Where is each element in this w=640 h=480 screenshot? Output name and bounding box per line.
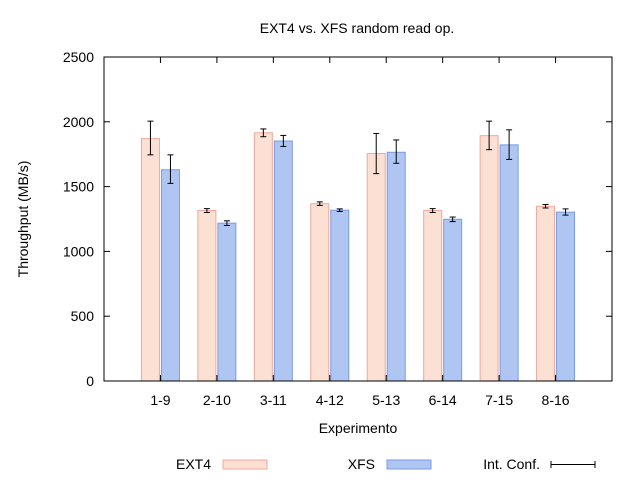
error-bars-layer (147, 120, 569, 226)
bar-xfs-8-16 (556, 211, 576, 382)
y-tick-label: 1000 (63, 243, 94, 259)
y-tick-label: 500 (71, 308, 95, 324)
error-bar-xfs-1-9 (167, 154, 174, 184)
bar-ext4-1-9 (140, 138, 160, 382)
bars-layer (140, 132, 576, 382)
error-bar-xfs-2-10 (223, 220, 230, 226)
x-tick-label: 6-14 (429, 392, 457, 408)
y-tick-label: 2000 (63, 114, 94, 130)
bar-xfs-5-13 (386, 151, 406, 382)
error-bar-ext4-8-16 (542, 203, 549, 209)
bar-xfs-4-12 (330, 209, 350, 382)
bar-xfs-1-9 (160, 169, 180, 382)
legend-swatch-xfs (386, 459, 432, 470)
legend-label-xfs: XFS (348, 456, 375, 472)
legend: EXT4 XFS Int. Conf. (176, 456, 596, 472)
y-tick-label: 1500 (63, 179, 94, 195)
x-tick-label: 2-10 (203, 392, 231, 408)
y-tick-label: 2500 (63, 49, 94, 65)
error-bar-ext4-6-14 (429, 208, 436, 214)
chart-title: EXT4 vs. XFS random read op. (260, 20, 455, 36)
error-bar-xfs-3-11 (280, 134, 287, 147)
x-axis: 1-9 2-10 3-11 4-12 5-13 6-14 7-15 8-16 (150, 57, 570, 408)
x-tick-label: 1-9 (150, 392, 170, 408)
bar-ext4-5-13 (366, 153, 386, 382)
error-bar-ext4-7-15 (486, 120, 493, 151)
error-bar-xfs-4-12 (336, 208, 343, 212)
error-bar-ext4-4-12 (316, 201, 323, 206)
bar-xfs-7-15 (499, 144, 519, 382)
error-bar-xfs-5-13 (393, 139, 400, 164)
x-tick-label: 3-11 (260, 392, 287, 408)
x-tick-label: 7-15 (485, 392, 513, 408)
x-tick-label: 8-16 (542, 392, 570, 408)
error-bar-xfs-6-14 (449, 216, 456, 223)
bar-ext4-3-11 (253, 132, 273, 382)
legend-error-icon (550, 461, 596, 468)
x-axis-label: Experimento (319, 420, 398, 436)
error-bar-xfs-7-15 (506, 129, 513, 160)
y-axis: 0 500 1000 1500 2000 2500 (63, 49, 612, 389)
y-tick-label: 0 (86, 373, 94, 389)
bar-xfs-3-11 (273, 140, 293, 382)
error-bar-ext4-1-9 (147, 120, 154, 156)
bar-ext4-8-16 (536, 205, 556, 382)
error-bar-ext4-5-13 (373, 132, 380, 175)
plot-frame (103, 56, 613, 382)
bar-ext4-4-12 (310, 203, 330, 382)
bar-ext4-7-15 (479, 135, 499, 382)
y-axis-label: Throughput (MB/s) (15, 161, 31, 278)
error-bar-ext4-2-10 (203, 208, 210, 214)
bar-xfs-2-10 (217, 222, 237, 382)
legend-swatch-ext4 (222, 459, 268, 470)
error-bar-ext4-3-11 (260, 128, 267, 138)
x-tick-label: 4-12 (316, 392, 344, 408)
bar-ext4-6-14 (423, 210, 443, 382)
bar-xfs-6-14 (443, 218, 463, 382)
error-bar-xfs-8-16 (562, 208, 569, 216)
bar-ext4-2-10 (197, 210, 217, 382)
x-tick-label: 5-13 (372, 392, 400, 408)
legend-label-ext4: EXT4 (176, 456, 211, 472)
legend-label-error: Int. Conf. (483, 456, 540, 472)
